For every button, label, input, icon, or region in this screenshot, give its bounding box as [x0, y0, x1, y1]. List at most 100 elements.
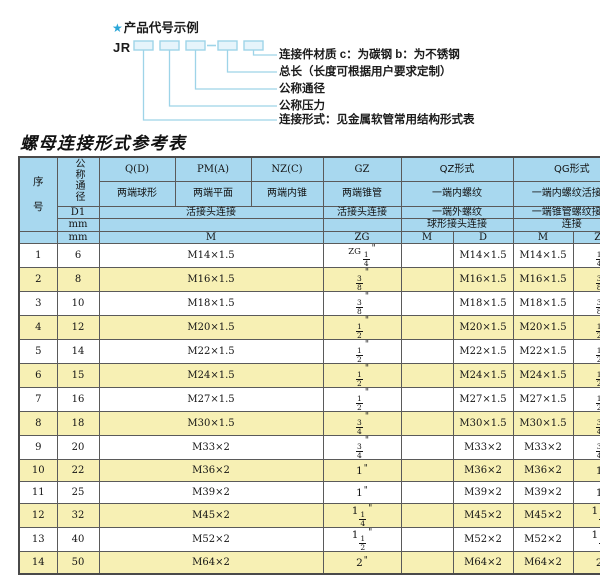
header-qz-ball-joint: 球形接头连接 — [400, 218, 514, 232]
code-note-nominal-diameter: 公称通径 — [279, 83, 325, 95]
cell-qg-zg: 114" — [572, 503, 600, 528]
cell-gz: 3 8 " — [322, 291, 402, 316]
header-group-code-qg: QG形式 — [512, 156, 600, 183]
cell-gz: ZG 1 4 " — [322, 243, 402, 268]
header-seq-char-1: 序 — [33, 175, 44, 188]
cell-gz: 1 2 " — [322, 387, 402, 412]
cell-thread-m: M22×1.5 — [98, 339, 324, 364]
code-note-total-length: 总长（长度可根据用户要求定制） — [279, 66, 452, 78]
header-unit-mm: mm — [56, 218, 100, 232]
product-code-heading: ★产品代号示例 — [112, 17, 199, 36]
cell-qz-d: M16×1.5 — [452, 267, 514, 292]
cell-thread-m: M33×2 — [98, 435, 324, 460]
nut-connection-spec-table: 序 号 公称通径 Q(D) PM(A) NZ(C) GZ QZ形式 QG形式 两… — [18, 156, 600, 575]
header-group-code-qz: QZ形式 — [400, 156, 514, 183]
header-group-desc-nzc: 两端内锥 — [250, 181, 324, 207]
cell-qg-m: M45×2 — [512, 503, 574, 528]
cell-qg-zg: 12" — [572, 387, 600, 412]
cell-seq: 12 — [18, 503, 58, 528]
header-seq: 序 号 — [18, 156, 58, 232]
cell-qz-m — [400, 243, 454, 268]
cell-nominal-diameter: 8 — [56, 267, 100, 292]
cell-thread-m: M36×2 — [98, 459, 324, 482]
header-nominal-diameter: 公称通径 — [56, 156, 100, 207]
cell-qz-d: M33×2 — [452, 435, 514, 460]
cell-qg-m: M20×1.5 — [512, 315, 574, 340]
cell-qz-d: M36×2 — [452, 459, 514, 482]
cell-seq: 9 — [18, 435, 58, 460]
header-qz-external-thread: 一端外螺纹 — [400, 205, 514, 219]
cell-thread-m: M20×1.5 — [98, 315, 324, 340]
cell-qz-m — [400, 411, 454, 436]
cell-qz-d: M14×1.5 — [452, 243, 514, 268]
code-note-nominal-pressure: 公称压力 — [279, 100, 325, 112]
header-row-connection: D1 活接头连接 活接头连接 一端外螺纹 一端锥管螺纹接头 — [19, 205, 600, 219]
cell-qg-zg: 34" — [572, 411, 600, 436]
cell-qz-d: M52×2 — [452, 527, 514, 552]
cell-thread-m: M64×2 — [98, 551, 324, 575]
cell-seq: 5 — [18, 339, 58, 364]
header-units-qg-zg: ZG — [572, 230, 600, 244]
header-blank-gz — [322, 218, 402, 232]
header-qg-taper-thread: 一端锥管螺纹接头 — [512, 205, 600, 219]
cell-gz: 1 2 " — [322, 363, 402, 388]
cell-qg-m: M64×2 — [512, 551, 574, 575]
cell-seq: 6 — [18, 363, 58, 388]
cell-qz-d: M20×1.5 — [452, 315, 514, 340]
cell-qg-m: M14×1.5 — [512, 243, 574, 268]
cell-qz-m — [400, 267, 454, 292]
cell-seq: 13 — [18, 527, 58, 552]
cell-nominal-diameter: 20 — [56, 435, 100, 460]
cell-gz: 3 4 " — [322, 411, 402, 436]
cell-thread-m: M52×2 — [98, 527, 324, 552]
cell-nominal-diameter: 16 — [56, 387, 100, 412]
cell-thread-m: M39×2 — [98, 481, 324, 504]
cell-nominal-diameter: 6 — [56, 243, 100, 268]
cell-qg-zg: 34" — [572, 435, 600, 460]
code-note-connection-type: 连接形式：见金属软管常用结构形式表 — [279, 114, 475, 126]
cell-gz: 3 8 " — [322, 267, 402, 292]
code-boxes — [133, 40, 264, 51]
header-group-desc-qg: 一端内螺纹活接头 — [512, 181, 600, 207]
cell-qz-m — [400, 339, 454, 364]
cell-qz-m — [400, 527, 454, 552]
diagram-leader-lines — [133, 40, 277, 121]
cell-qg-m: M39×2 — [512, 481, 574, 504]
cell-qg-zg: 1" — [572, 459, 600, 482]
cell-qg-zg: 38" — [572, 291, 600, 316]
cell-thread-m: M45×2 — [98, 503, 324, 528]
cell-nominal-diameter: 40 — [56, 527, 100, 552]
cell-thread-m: M24×1.5 — [98, 363, 324, 388]
cell-seq: 8 — [18, 411, 58, 436]
cell-qg-zg: 112" — [572, 527, 600, 552]
cell-qz-m — [400, 503, 454, 528]
header-units-gz: ZG — [322, 230, 402, 244]
cell-qz-d: M39×2 — [452, 481, 514, 504]
header-blank-m — [98, 218, 324, 232]
header-qg-connection: 连接 — [512, 218, 600, 232]
header-units-seq-blank — [18, 230, 58, 244]
cell-qg-m: M27×1.5 — [512, 387, 574, 412]
cell-seq: 2 — [18, 267, 58, 292]
header-row-units: mm M ZG M D M ZG — [18, 230, 600, 244]
table-body: 16M14×1.5ZG14"M14×1.5M14×1.514"28M16×1.5… — [18, 243, 600, 575]
cell-qz-m — [400, 387, 454, 412]
cell-gz: 3 4 " — [322, 435, 402, 460]
cell-qg-m: M33×2 — [512, 435, 574, 460]
cell-nominal-diameter: 15 — [56, 363, 100, 388]
cell-thread-m: M14×1.5 — [98, 243, 324, 268]
cell-gz: 2" — [322, 551, 402, 575]
cell-thread-m: M16×1.5 — [98, 267, 324, 292]
cell-gz: 1" — [322, 459, 402, 482]
cell-qg-m: M16×1.5 — [512, 267, 574, 292]
cell-nominal-diameter: 18 — [56, 411, 100, 436]
cell-qg-m: M30×1.5 — [512, 411, 574, 436]
cell-qg-m: M52×2 — [512, 527, 574, 552]
cell-qz-m — [400, 435, 454, 460]
